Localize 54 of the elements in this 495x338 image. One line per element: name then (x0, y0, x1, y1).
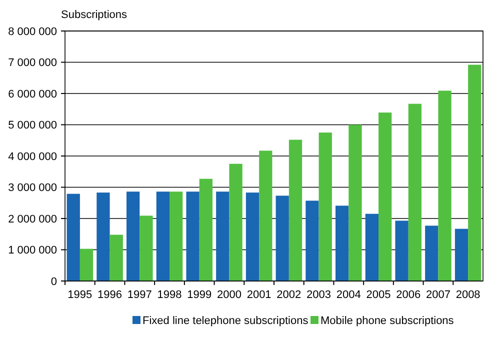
x-tick-label: 1996 (98, 289, 122, 301)
x-tick-label: 2007 (426, 289, 450, 301)
y-axis-title: Subscriptions (61, 9, 128, 21)
bar (110, 234, 123, 281)
bar (468, 64, 482, 281)
bar (156, 192, 170, 281)
y-tick-label: 7 000 000 (8, 57, 57, 70)
x-tick-label: 1998 (157, 289, 182, 301)
legend-label: Fixed line telephone subscriptions (142, 314, 309, 327)
bar (425, 226, 438, 281)
bar (140, 216, 153, 281)
bar (66, 194, 80, 281)
y-tick-label: 2 000 000 (8, 213, 57, 226)
bar (336, 206, 349, 281)
y-tick-label: 6 000 000 (8, 88, 57, 100)
x-tick-label: 2005 (366, 289, 391, 301)
bar (186, 192, 200, 281)
bar (259, 150, 272, 281)
y-tick-label: 5 000 000 (8, 120, 57, 132)
y-tick-label: 4 000 000 (8, 150, 57, 163)
x-tick-label: 2000 (216, 289, 242, 301)
x-tick-label: 2006 (396, 289, 421, 301)
bar (318, 132, 332, 281)
bar (438, 90, 452, 281)
y-tick-label: 8 000 000 (8, 26, 57, 38)
x-tick-label: 2004 (336, 289, 361, 301)
bar (246, 192, 260, 281)
bar (306, 200, 319, 281)
bar (408, 104, 422, 281)
bar (378, 112, 392, 281)
bar (170, 192, 183, 281)
x-tick-label: 1995 (68, 289, 92, 301)
legend-label: Mobile phone subscriptions (320, 314, 454, 327)
x-tick-label: 2003 (306, 289, 332, 301)
x-tick-label: 2008 (456, 289, 480, 301)
bar (80, 248, 94, 281)
bar (365, 214, 378, 281)
bar (348, 124, 362, 281)
y-tick-label: 3 000 000 (8, 182, 57, 194)
bar (216, 192, 230, 281)
bar (126, 192, 140, 281)
bar (288, 140, 302, 281)
x-tick-label: 1997 (127, 289, 152, 301)
bar (395, 220, 408, 281)
y-tick-label: 1 000 000 (8, 244, 57, 257)
x-tick-label: 2001 (246, 289, 272, 301)
x-tick-label: 1999 (187, 289, 212, 301)
x-tick-label: 2002 (276, 289, 302, 301)
bar (229, 164, 242, 281)
bar (96, 192, 110, 281)
y-tick-label: 0 (50, 276, 57, 288)
bar (276, 196, 289, 281)
bar (454, 228, 468, 281)
bar (199, 178, 212, 281)
